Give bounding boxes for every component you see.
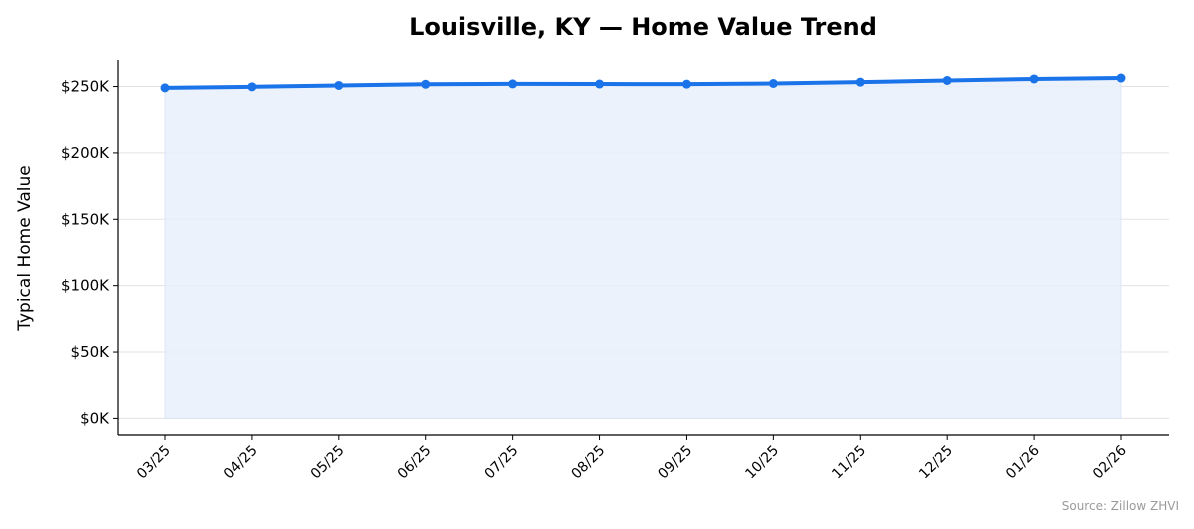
x-tick-label: 12/25 [916,443,956,483]
x-tick-label: 03/25 [134,443,174,483]
data-point [508,79,518,89]
data-point [681,79,691,89]
data-point [768,78,778,88]
axes [117,60,1169,436]
x-tick-label: 10/25 [742,443,782,483]
data-points [160,73,1126,93]
series-line [163,76,1123,90]
x-tick-label: 05/25 [308,443,348,483]
y-axis-label: Typical Home Value [15,165,35,332]
data-point [334,80,344,90]
home-value-line [163,76,1123,90]
x-tick-label: 01/26 [1003,442,1043,482]
chart-title: Louisville, KY — Home Value Trend [409,13,877,41]
data-point [942,75,952,85]
x-tick-label: 07/25 [482,443,522,483]
x-ticks: 03/25 04/25 05/25 06/25 07/25 08/25 09/25 10/25… [134,435,1130,482]
y-tick-label: $250K [61,78,110,96]
y-tick-label: $50K [71,343,111,361]
y-tick-label: $150K [61,210,110,228]
area-fill [164,77,1122,419]
data-point [247,82,257,92]
area-under-line [164,77,1122,419]
x-tick-label: 02/26 [1090,442,1130,482]
y-ticks: $0K $50K $100K $150K $200K $250K [61,78,118,427]
y-tick-label: $100K [61,277,110,295]
source-note: Source: Zillow ZHVI [1062,499,1179,513]
x-tick-label: 04/25 [221,443,261,483]
x-tick-label: 11/25 [829,443,869,483]
data-point [1029,74,1039,84]
x-tick-label: 09/25 [655,443,695,483]
data-point [160,83,170,93]
data-point [1116,73,1126,83]
data-point [855,77,865,87]
x-tick-label: 06/25 [395,443,435,483]
data-point [595,79,605,89]
data-point [421,79,431,89]
y-tick-label: $0K [80,409,110,427]
y-tick-label: $200K [61,144,110,162]
x-tick-label: 08/25 [569,443,609,483]
